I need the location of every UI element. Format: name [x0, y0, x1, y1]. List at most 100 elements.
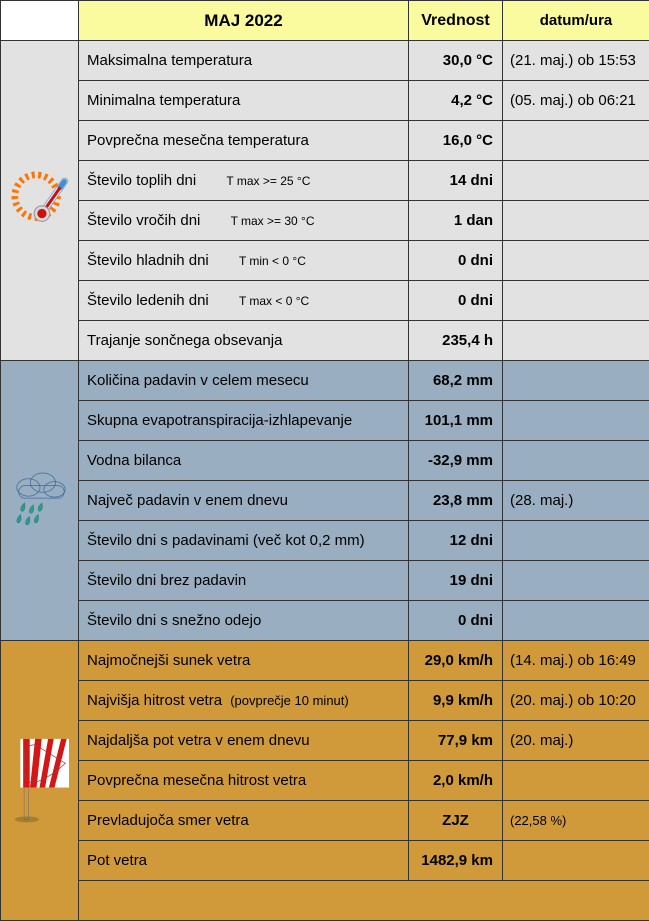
- row-value-cell: 235,4 h: [409, 321, 503, 361]
- row-date-cell: (05. maj.) ob 06:21: [503, 81, 649, 121]
- row-value: -32,9 mm: [428, 452, 493, 469]
- row-label-cell: Najdaljša pot vetra v enem dnevu: [79, 721, 409, 761]
- row-date-cell: [503, 241, 649, 281]
- row-label-cell: Maksimalna temperatura: [79, 41, 409, 81]
- row-value: 68,2 mm: [433, 372, 493, 389]
- row-sub-label: T max >= 25 °C: [226, 174, 310, 188]
- row-date-cell: [503, 201, 649, 241]
- row-label-cell: Število dni brez padavin: [79, 561, 409, 601]
- row-date-cell: [503, 441, 649, 481]
- table-row: Trajanje sončnega obsevanja 235,4 h: [1, 321, 649, 361]
- row-label: Število dni s padavinami (več kot 0,2 mm…: [87, 532, 365, 549]
- row-date-cell: [503, 561, 649, 601]
- table-row: Najmočnejši sunek vetra 29,0 km/h (14. m…: [1, 641, 649, 681]
- row-label-cell: Največ padavin v enem dnevu: [79, 481, 409, 521]
- row-value-cell: -32,9 mm: [409, 441, 503, 481]
- row-date-cell: (22,58 %): [503, 801, 649, 841]
- row-value: 4,2 °C: [451, 92, 493, 109]
- table-row: Povprečna mesečna hitrost vetra 2,0 km/h: [1, 761, 649, 801]
- row-date-cell: [503, 281, 649, 321]
- row-label-cell: Prevladujoča smer vetra: [79, 801, 409, 841]
- row-value: 16,0 °C: [443, 132, 493, 149]
- row-label-cell: Število dni s padavinami (več kot 0,2 mm…: [79, 521, 409, 561]
- row-value-cell: 77,9 km: [409, 721, 503, 761]
- row-date-cell: [503, 521, 649, 561]
- table-row: Število dni brez padavin 19 dni: [1, 561, 649, 601]
- row-date: (21. maj.) ob 15:53: [510, 52, 636, 69]
- table-row: Število toplih dni T max >= 25 °C 14 dni: [1, 161, 649, 201]
- row-value-cell: ZJZ: [409, 801, 503, 841]
- row-value: 9,9 km/h: [433, 692, 493, 709]
- row-value: 101,1 mm: [425, 412, 493, 429]
- row-label-cell: Število vročih dni T max >= 30 °C: [79, 201, 409, 241]
- row-label: Minimalna temperatura: [87, 92, 240, 109]
- row-sub-label: (povprečje 10 minut): [230, 693, 349, 708]
- row-value-cell: 23,8 mm: [409, 481, 503, 521]
- table-row: Število ledenih dni T max < 0 °C 0 dni: [1, 281, 649, 321]
- header-spacer-cell: [1, 1, 79, 41]
- row-value-cell: 68,2 mm: [409, 361, 503, 401]
- row-label: Število dni brez padavin: [87, 572, 246, 589]
- row-label: Povprečna mesečna temperatura: [87, 132, 309, 149]
- date-column-header: datum/ura: [503, 1, 649, 41]
- row-date-cell: [503, 161, 649, 201]
- row-date: (22,58 %): [510, 813, 566, 828]
- row-value: 14 dni: [450, 172, 493, 189]
- row-date-cell: [503, 761, 649, 801]
- table-row: Skupna evapotranspiracija-izhlapevanje 1…: [1, 401, 649, 441]
- row-date: (20. maj.) ob 10:20: [510, 692, 636, 709]
- row-label-cell: Število dni s snežno odejo: [79, 601, 409, 641]
- row-date-cell: [503, 361, 649, 401]
- row-sub-label: T max >= 30 °C: [231, 214, 315, 228]
- row-value: 77,9 km: [438, 732, 493, 749]
- row-value: 29,0 km/h: [425, 652, 493, 669]
- sun-thermometer-icon: [10, 163, 70, 239]
- row-date: (20. maj.): [510, 732, 573, 749]
- table-row: Pot vetra 1482,9 km: [1, 841, 649, 881]
- rain-cloud-icon: [11, 470, 69, 532]
- row-date: (28. maj.): [510, 492, 573, 509]
- row-label-cell: Število toplih dni T max >= 25 °C: [79, 161, 409, 201]
- row-label-cell: Trajanje sončnega obsevanja: [79, 321, 409, 361]
- row-label-cell: Število ledenih dni T max < 0 °C: [79, 281, 409, 321]
- row-label-cell: Najmočnejši sunek vetra: [79, 641, 409, 681]
- row-label-cell: Povprečna mesečna hitrost vetra: [79, 761, 409, 801]
- row-value-cell: 29,0 km/h: [409, 641, 503, 681]
- table-row: Število dni s padavinami (več kot 0,2 mm…: [1, 521, 649, 561]
- row-value: 12 dni: [450, 532, 493, 549]
- row-label: Število vročih dni: [87, 212, 200, 229]
- row-value: 0 dni: [458, 612, 493, 629]
- row-label-cell: Minimalna temperatura: [79, 81, 409, 121]
- row-value-cell: 0 dni: [409, 601, 503, 641]
- row-label: Najmočnejši sunek vetra: [87, 652, 250, 669]
- row-value: 0 dni: [458, 252, 493, 269]
- row-value: ZJZ: [442, 812, 469, 829]
- row-date-cell: (20. maj.): [503, 721, 649, 761]
- row-value-cell: 9,9 km/h: [409, 681, 503, 721]
- row-value-cell: 12 dni: [409, 521, 503, 561]
- row-label-cell: Število hladnih dni T min < 0 °C: [79, 241, 409, 281]
- table-row: Prevladujoča smer vetra ZJZ (22,58 %): [1, 801, 649, 841]
- row-date-cell: [503, 841, 649, 881]
- row-value-cell: 16,0 °C: [409, 121, 503, 161]
- row-label-cell: Skupna evapotranspiracija-izhlapevanje: [79, 401, 409, 441]
- row-label-cell: Pot vetra: [79, 841, 409, 881]
- row-label: Skupna evapotranspiracija-izhlapevanje: [87, 412, 352, 429]
- table-row: Količina padavin v celem mesecu 68,2 mm: [1, 361, 649, 401]
- row-label-cell: Vodna bilanca: [79, 441, 409, 481]
- row-date-cell: [503, 321, 649, 361]
- row-label: Povprečna mesečna hitrost vetra: [87, 772, 306, 789]
- row-date: (05. maj.) ob 06:21: [510, 92, 636, 109]
- row-sub-label: T max < 0 °C: [239, 294, 309, 308]
- row-date-cell: (14. maj.) ob 16:49: [503, 641, 649, 681]
- row-value: 1 dan: [454, 212, 493, 229]
- row-label: Maksimalna temperatura: [87, 52, 252, 69]
- row-label-cell: Količina padavin v celem mesecu: [79, 361, 409, 401]
- row-value-cell: 1482,9 km: [409, 841, 503, 881]
- month-title: MAJ 2022: [79, 1, 409, 41]
- row-label: Pot vetra: [87, 852, 147, 869]
- row-value: 2,0 km/h: [433, 772, 493, 789]
- table-row: Najdaljša pot vetra v enem dnevu 77,9 km…: [1, 721, 649, 761]
- row-value-cell: 1 dan: [409, 201, 503, 241]
